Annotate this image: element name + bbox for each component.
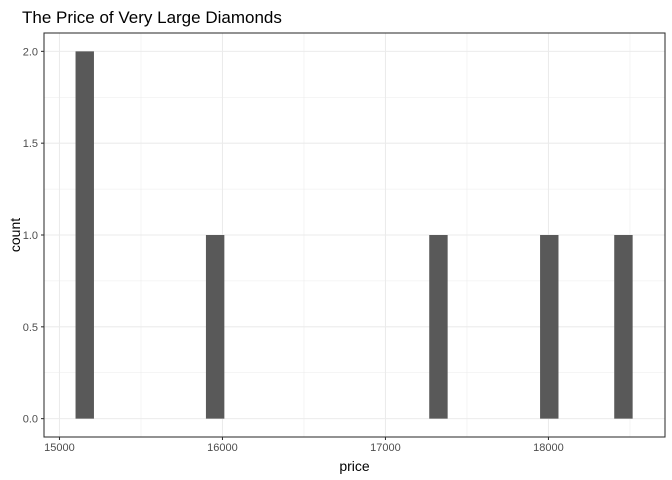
y-tick-label: 2.0 <box>23 46 38 58</box>
chart-title: The Price of Very Large Diamonds <box>22 8 282 27</box>
bars <box>75 51 633 419</box>
x-axis-label: price <box>339 458 370 474</box>
y-axis-label: count <box>7 218 23 252</box>
y-tick-label: 1.5 <box>23 138 38 150</box>
major-gridlines <box>44 33 665 437</box>
y-tick-label: 0.0 <box>23 414 38 426</box>
y-axis-ticks: 0.0 0.5 1.0 1.5 2.0 <box>23 46 44 426</box>
minor-gridlines <box>44 33 665 437</box>
histogram-bar <box>614 235 633 419</box>
histogram-bar <box>429 235 448 419</box>
x-tick-label: 18000 <box>533 442 564 454</box>
x-tick-label: 16000 <box>207 442 238 454</box>
histogram-bar <box>205 235 225 419</box>
x-tick-label: 15000 <box>44 442 75 454</box>
x-tick-label: 17000 <box>370 442 401 454</box>
y-tick-label: 1.0 <box>23 230 38 242</box>
histogram-bar <box>540 235 559 419</box>
x-axis-ticks: 15000 16000 17000 18000 <box>44 437 564 454</box>
y-tick-label: 0.5 <box>23 322 38 334</box>
histogram-bar <box>75 51 94 419</box>
